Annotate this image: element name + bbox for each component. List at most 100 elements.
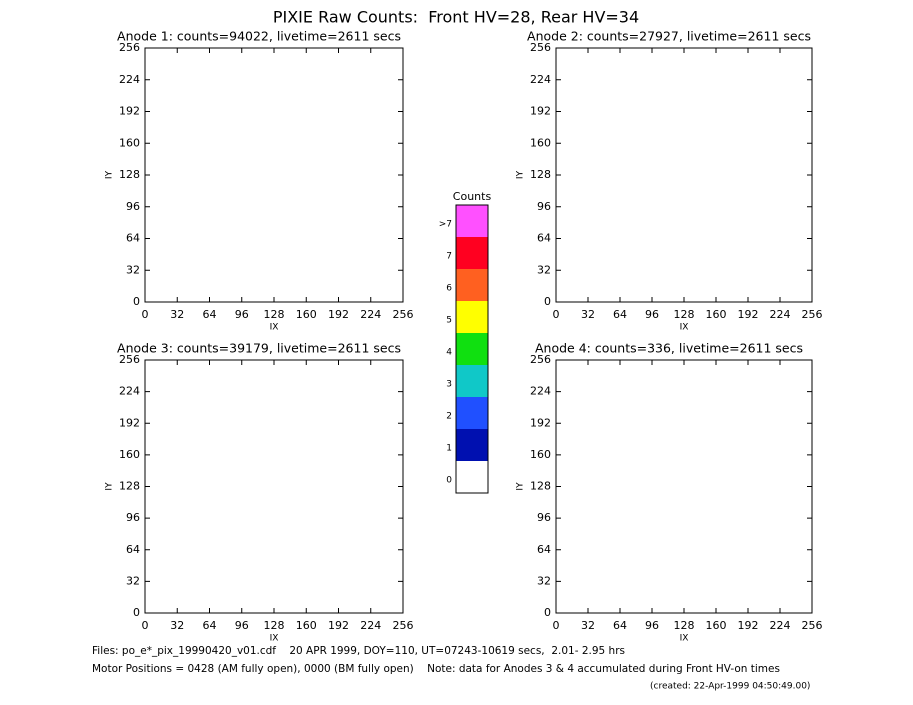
x-tick-label: 256 <box>802 619 823 632</box>
colorbar-label: 5 <box>446 316 452 326</box>
panel-title: Anode 4: counts=336, livetime=2611 secs <box>535 341 803 356</box>
panel-title: Anode 2: counts=27927, livetime=2611 sec… <box>527 29 811 44</box>
x-tick-label: 0 <box>142 619 149 632</box>
panel-title: Anode 1: counts=94022, livetime=2611 sec… <box>117 29 401 44</box>
y-tick-label: 224 <box>530 73 551 86</box>
x-tick-label: 96 <box>235 619 249 632</box>
x-tick-label: 128 <box>674 619 695 632</box>
colorbar-label: 7 <box>446 252 452 262</box>
y-tick-label: 32 <box>537 263 551 276</box>
x-tick-label: 160 <box>296 308 317 321</box>
colorbar-label: 1 <box>446 444 452 454</box>
x-tick-label: 0 <box>142 308 149 321</box>
x-tick-label: 192 <box>738 619 759 632</box>
y-tick-label: 0 <box>133 295 140 308</box>
figure-title: PIXIE Raw Counts: Front HV=28, Rear HV=3… <box>273 8 639 27</box>
y-tick-label: 192 <box>530 105 551 118</box>
y-axis-label: IY <box>105 482 115 491</box>
y-tick-label: 32 <box>537 574 551 587</box>
y-tick-label: 128 <box>119 168 140 181</box>
x-tick-label: 0 <box>553 308 560 321</box>
x-tick-label: 192 <box>328 619 349 632</box>
colorbar-swatch <box>456 333 488 365</box>
footer-motor: Motor Positions = 0428 (AM fully open), … <box>92 663 780 675</box>
colorbar-swatch <box>456 237 488 269</box>
x-tick-label: 160 <box>706 619 727 632</box>
y-axis-label: IY <box>105 170 115 179</box>
y-tick-label: 256 <box>119 41 140 54</box>
y-tick-label: 160 <box>119 136 140 149</box>
plot-frame <box>555 359 813 614</box>
y-tick-label: 160 <box>119 448 140 461</box>
x-tick-label: 32 <box>581 308 595 321</box>
y-tick-label: 160 <box>530 448 551 461</box>
plot-frame <box>144 47 404 303</box>
y-tick-label: 96 <box>537 200 551 213</box>
colorbar-swatch <box>456 269 488 301</box>
x-axis-label: IX <box>270 634 279 644</box>
colorbar-label: 2 <box>446 412 452 422</box>
y-tick-label: 128 <box>119 480 140 493</box>
x-axis-label: IX <box>270 323 279 333</box>
x-axis-label: IX <box>680 323 689 333</box>
x-tick-label: 256 <box>802 308 823 321</box>
y-tick-label: 160 <box>530 136 551 149</box>
x-tick-label: 0 <box>553 619 560 632</box>
y-tick-label: 224 <box>119 385 140 398</box>
y-tick-label: 192 <box>119 105 140 118</box>
y-tick-label: 96 <box>126 200 140 213</box>
x-tick-label: 96 <box>645 308 659 321</box>
y-axis-label: IY <box>516 482 526 491</box>
y-tick-label: 64 <box>126 543 140 556</box>
colorbar-label: 3 <box>446 380 452 390</box>
y-tick-label: 96 <box>537 511 551 524</box>
colorbar-frame <box>455 204 489 494</box>
x-tick-label: 224 <box>770 619 791 632</box>
colorbar-title: Counts <box>453 190 492 203</box>
y-axis-label: IY <box>516 170 526 179</box>
plot-frame <box>144 359 404 614</box>
x-tick-label: 224 <box>360 308 381 321</box>
y-tick-label: 128 <box>530 480 551 493</box>
x-tick-label: 32 <box>170 619 184 632</box>
x-tick-label: 64 <box>203 619 217 632</box>
colorbar-swatch <box>456 461 488 493</box>
y-tick-label: 32 <box>126 263 140 276</box>
x-tick-label: 192 <box>738 308 759 321</box>
x-tick-label: 192 <box>328 308 349 321</box>
colorbar-swatch <box>456 205 488 237</box>
x-tick-label: 128 <box>264 308 285 321</box>
x-tick-label: 32 <box>581 619 595 632</box>
colorbar-swatch <box>456 301 488 333</box>
colorbar-swatch <box>456 397 488 429</box>
y-tick-label: 128 <box>530 168 551 181</box>
colorbar-label: 4 <box>446 348 452 358</box>
y-tick-label: 64 <box>126 232 140 245</box>
footer-files: Files: po_e*_pix_19990420_v01.cdf 20 APR… <box>92 645 625 657</box>
y-tick-label: 256 <box>119 353 140 366</box>
x-axis-label: IX <box>680 634 689 644</box>
y-tick-label: 256 <box>530 353 551 366</box>
y-tick-label: 0 <box>133 606 140 619</box>
y-tick-label: 64 <box>537 232 551 245</box>
colorbar-swatch <box>456 365 488 397</box>
x-tick-label: 64 <box>613 308 627 321</box>
y-tick-label: 0 <box>544 606 551 619</box>
x-tick-label: 32 <box>170 308 184 321</box>
y-tick-label: 224 <box>530 385 551 398</box>
panel-title: Anode 3: counts=39179, livetime=2611 sec… <box>117 341 401 356</box>
x-tick-label: 224 <box>770 308 791 321</box>
x-tick-label: 128 <box>674 308 695 321</box>
colorbar-label: 6 <box>446 284 452 294</box>
x-tick-label: 64 <box>613 619 627 632</box>
y-tick-label: 256 <box>530 41 551 54</box>
x-tick-label: 96 <box>645 619 659 632</box>
colorbar-label: 0 <box>446 476 452 486</box>
y-tick-label: 192 <box>530 416 551 429</box>
x-tick-label: 160 <box>706 308 727 321</box>
y-tick-label: 224 <box>119 73 140 86</box>
footer-created: (created: 22-Apr-1999 04:50:49.00) <box>650 682 810 692</box>
plot-frame <box>555 47 813 303</box>
x-tick-label: 224 <box>360 619 381 632</box>
